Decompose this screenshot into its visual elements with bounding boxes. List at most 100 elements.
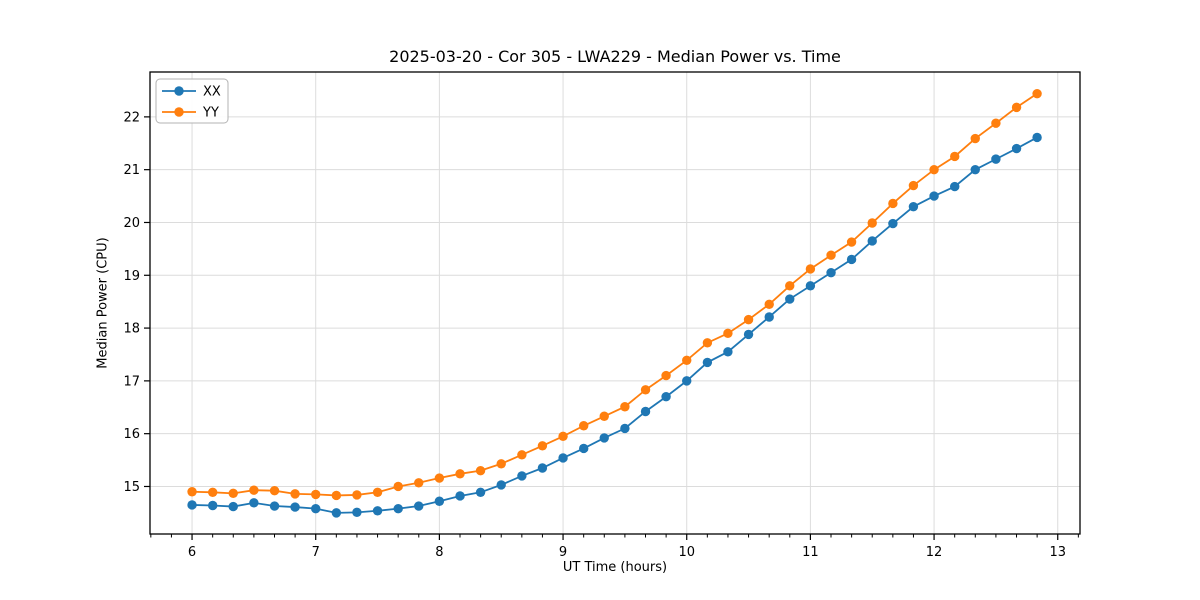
data-point-xx	[475, 487, 486, 497]
chart-title: 2025-03-20 - Cor 305 - LWA229 - Median P…	[389, 47, 841, 66]
data-point-xx	[682, 376, 692, 386]
x-axis-label: UT Time (hours)	[562, 560, 668, 575]
y-tick-label: 21	[123, 163, 140, 178]
data-point-yy	[950, 151, 960, 162]
data-point-xx	[620, 423, 630, 434]
data-point-yy	[723, 328, 733, 339]
data-point-yy	[929, 164, 939, 175]
y-axis-label: Median Power (CPU)	[95, 237, 111, 369]
data-point-xx	[1011, 143, 1022, 154]
data-point-yy	[1011, 102, 1022, 113]
x-tick-label: 10	[678, 545, 695, 560]
data-point-yy	[331, 490, 342, 501]
x-tick-label: 9	[559, 545, 567, 560]
data-point-yy	[372, 487, 383, 497]
data-point-yy	[537, 441, 548, 451]
y-tick-label: 17	[123, 374, 140, 389]
data-point-yy	[970, 133, 980, 144]
data-point-yy	[991, 118, 1001, 128]
data-point-xx	[372, 506, 383, 516]
data-point-yy	[393, 481, 403, 492]
y-tick-label: 16	[123, 427, 140, 442]
series-line-xx	[192, 136, 1038, 514]
data-point-xx	[249, 498, 259, 508]
data-point-xx	[228, 501, 238, 512]
x-tick-label: 12	[926, 545, 943, 560]
data-point-yy	[888, 198, 898, 209]
data-point-xx	[331, 508, 342, 518]
data-point-yy	[620, 402, 630, 412]
data-point-xx	[1032, 132, 1042, 143]
data-point-yy	[579, 421, 589, 431]
data-point-yy	[682, 355, 692, 365]
data-point-xx	[805, 281, 816, 291]
data-point-yy	[208, 487, 218, 497]
data-point-yy	[352, 490, 362, 500]
data-point-yy	[702, 338, 713, 348]
data-point-xx	[764, 312, 774, 322]
data-point-xx	[311, 503, 321, 514]
data-point-yy	[249, 485, 259, 495]
data-point-xx	[929, 191, 939, 201]
data-point-xx	[290, 502, 300, 512]
data-point-xx	[908, 201, 919, 212]
data-point-xx	[208, 500, 218, 511]
legend-marker-yy	[174, 107, 184, 117]
data-point-yy	[826, 250, 836, 260]
data-point-xx	[991, 154, 1001, 164]
data-point-yy	[661, 370, 671, 381]
data-point-xx	[826, 267, 836, 278]
x-tick-label: 8	[435, 545, 443, 560]
axes-spines	[149, 71, 1081, 535]
legend-marker-xx	[174, 86, 184, 96]
x-tick-label: 11	[802, 545, 819, 560]
data-point-xx	[455, 491, 465, 501]
data-point-xx	[558, 453, 568, 463]
data-point-xx	[496, 480, 506, 490]
legend-label-yy: YY	[202, 106, 219, 121]
data-point-xx	[187, 500, 197, 510]
y-tick-label: 15	[123, 480, 140, 495]
data-point-xx	[640, 406, 651, 417]
data-point-xx	[517, 471, 527, 481]
data-point-yy	[496, 459, 506, 469]
data-point-yy	[743, 314, 754, 325]
data-point-xx	[537, 463, 548, 473]
data-point-yy	[846, 237, 857, 247]
data-point-xx	[269, 501, 280, 511]
y-tick-label: 20	[123, 216, 140, 231]
x-tick-label: 6	[188, 545, 196, 560]
data-point-yy	[908, 180, 919, 191]
data-point-xx	[352, 507, 362, 518]
data-point-xx	[970, 164, 980, 175]
data-point-xx	[393, 503, 403, 514]
data-point-yy	[558, 431, 568, 442]
y-tick-label: 19	[123, 269, 140, 284]
data-point-yy	[290, 489, 300, 499]
data-point-yy	[414, 478, 424, 488]
y-tick-label: 22	[123, 110, 140, 125]
data-point-xx	[867, 236, 877, 246]
data-point-yy	[764, 299, 774, 310]
data-point-yy	[517, 450, 527, 460]
data-point-xx	[846, 254, 857, 265]
data-point-xx	[599, 433, 609, 443]
data-point-yy	[455, 469, 465, 479]
data-point-yy	[475, 465, 486, 476]
data-point-xx	[743, 329, 754, 340]
data-point-xx	[950, 181, 960, 192]
data-point-yy	[1032, 88, 1042, 99]
data-point-yy	[228, 488, 238, 499]
y-tick-label: 18	[123, 322, 140, 337]
data-point-yy	[785, 281, 795, 291]
x-tick-label: 13	[1049, 545, 1066, 560]
data-point-yy	[640, 385, 651, 395]
data-point-yy	[311, 489, 321, 500]
data-point-xx	[414, 501, 424, 511]
data-point-yy	[599, 411, 609, 421]
data-point-xx	[661, 392, 671, 402]
data-point-yy	[805, 264, 816, 274]
data-point-xx	[434, 496, 445, 506]
